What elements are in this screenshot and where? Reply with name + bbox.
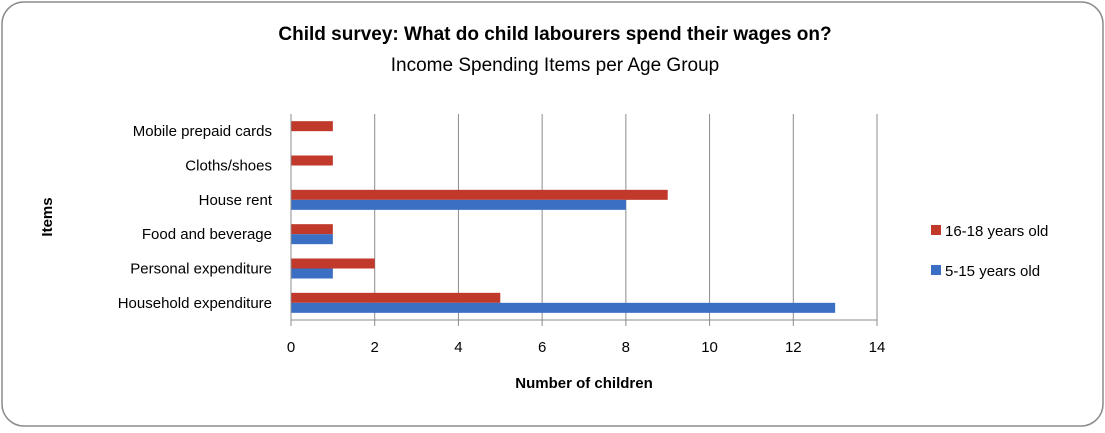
bar: [291, 268, 333, 279]
x-tick-label: 4: [454, 339, 462, 356]
category-label: Mobile prepaid cards: [133, 123, 272, 140]
legend-swatch: [931, 265, 941, 275]
chart-title: Child survey: What do child labourers sp…: [278, 24, 831, 45]
bar: [291, 234, 333, 245]
x-tick-label: 0: [287, 339, 295, 356]
x-tick-label: 6: [538, 339, 546, 356]
bar: [291, 155, 333, 166]
x-tick-label: 10: [701, 339, 718, 356]
bar: [291, 199, 626, 210]
x-axis-label: Number of children: [515, 375, 653, 392]
bar: [291, 292, 501, 303]
category-label: Food and beverage: [142, 226, 272, 243]
legend-swatch: [931, 225, 941, 235]
x-tick-label: 12: [785, 339, 802, 356]
bar: [291, 224, 333, 235]
chart-subtitle: Income Spending Items per Age Group: [391, 55, 719, 76]
x-tick-label: 2: [371, 339, 379, 356]
category-label: House rent: [199, 192, 273, 209]
category-label: Household expenditure: [118, 295, 272, 312]
category-label: Personal expenditure: [130, 261, 272, 278]
category-label: Cloths/shoes: [185, 158, 272, 175]
x-tick-label: 8: [622, 339, 630, 356]
y-axis-label: Items: [39, 197, 56, 236]
bar: [291, 258, 375, 269]
legend-label: 16-18 years old: [945, 223, 1048, 240]
bar: [291, 302, 836, 313]
bar: [291, 189, 668, 200]
bar: [291, 121, 333, 132]
x-tick-label: 14: [869, 339, 886, 356]
legend-label: 5-15 years old: [945, 263, 1040, 280]
